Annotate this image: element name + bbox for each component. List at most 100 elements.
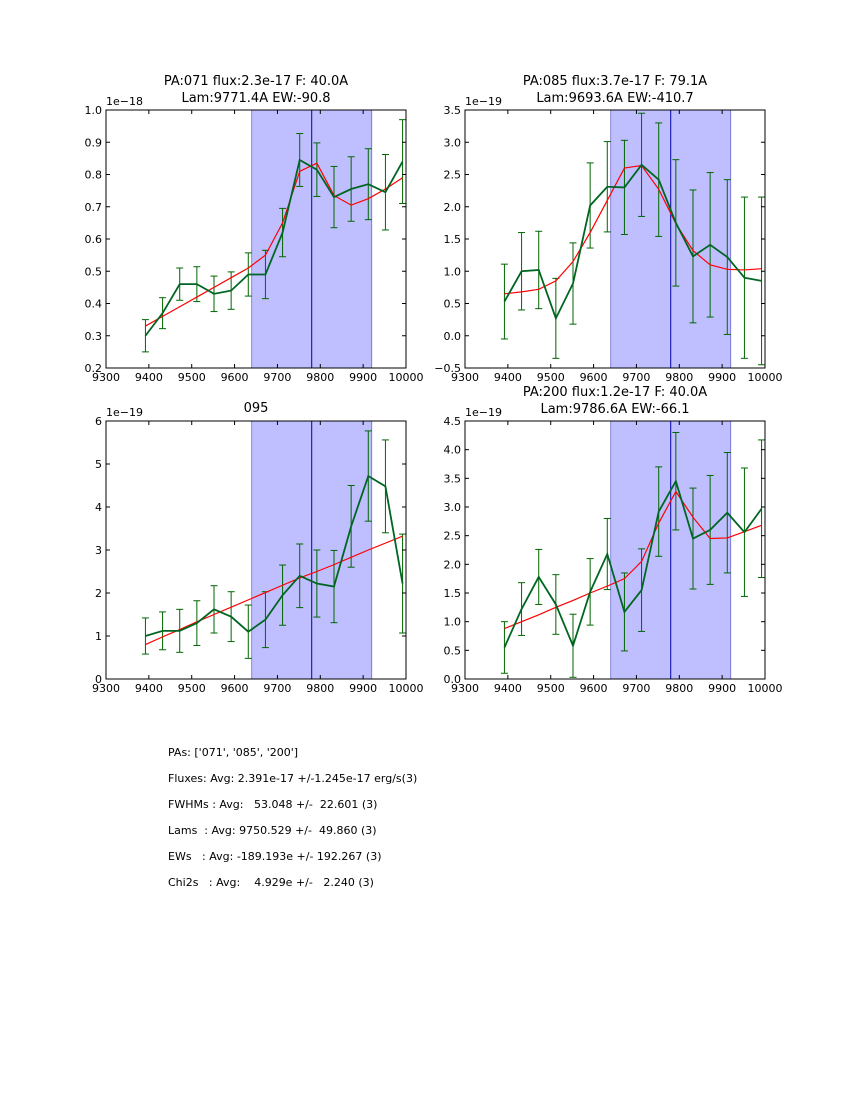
y-tick-label: 0.0: [444, 330, 462, 343]
subplot-pa085: 9300 9400 9500 9600 9700 9800 9900 10000 −0.5 0.0…: [434, 74, 782, 384]
y-tick-label: 0.5: [85, 265, 103, 278]
x-tick-label: 9700: [263, 682, 291, 695]
summary-fwhms: FWHMs : Avg: 53.048 +/- 22.601 (3): [168, 798, 378, 811]
plot-area: [500, 421, 765, 679]
x-tick-label: 9900: [708, 682, 736, 695]
y-tick-label: 0.2: [85, 362, 103, 375]
y-tick-label: 3.0: [444, 501, 462, 514]
axis-offset-label: 1e−19: [465, 406, 502, 419]
x-tick-label: 9700: [622, 371, 650, 384]
y-tick-label: 2.0: [444, 201, 462, 214]
model-line: [145, 162, 403, 327]
y-tick-label: 0.5: [444, 644, 462, 657]
x-tick-label: 10000: [389, 682, 424, 695]
y-tick-label: 1.0: [85, 104, 103, 117]
y-tick-label: 0.9: [85, 136, 103, 149]
y-tick-label: −0.5: [434, 362, 461, 375]
subplot-title: Lam:9786.6A EW:-66.1: [540, 402, 689, 417]
subplot-title: 095: [244, 401, 269, 416]
summary-fluxes: Fluxes: Avg: 2.391e-17 +/-1.245e-17 erg/…: [168, 772, 418, 785]
y-tick-label: 1.0: [444, 616, 462, 629]
y-tick-label: 6: [95, 415, 102, 428]
plot-area: [500, 110, 765, 368]
x-tick-label: 9900: [349, 371, 377, 384]
y-tick-label: 3.0: [444, 136, 462, 149]
x-tick-label: 9600: [221, 682, 249, 695]
subplot-title: Lam:9771.4A EW:-90.8: [181, 91, 330, 106]
y-tick-label: 0.5: [444, 298, 462, 311]
subplot-title: Lam:9693.6A EW:-410.7: [536, 91, 693, 106]
error-bar: [399, 533, 406, 634]
x-tick-label: 9400: [494, 682, 522, 695]
y-tick-label: 3.5: [444, 472, 462, 485]
model-line: [504, 164, 762, 295]
x-tick-label: 9300: [451, 682, 479, 695]
axis-offset-label: 1e−19: [465, 95, 502, 108]
x-tick-label: 9800: [306, 682, 334, 695]
y-tick-label: 1.5: [444, 233, 462, 246]
axis-offset-label: 1e−18: [106, 95, 143, 108]
x-tick-label: 9900: [708, 371, 736, 384]
y-tick-label: 4.0: [444, 444, 462, 457]
y-tick-label: 0.0: [444, 673, 462, 686]
subplot-title: PA:200 flux:1.2e-17 F: 40.0A: [523, 385, 707, 400]
x-tick-label: 9900: [349, 682, 377, 695]
axes-frame: [464, 420, 766, 680]
y-tick-label: 2.5: [444, 530, 462, 543]
y-tick-label: 3: [95, 544, 102, 557]
subplot-title: PA:071 flux:2.3e-17 F: 40.0A: [164, 74, 348, 89]
y-tick-label: 0.8: [85, 169, 103, 182]
x-tick-label: 10000: [748, 371, 783, 384]
x-tick-label: 9300: [92, 682, 120, 695]
data-line: [144, 158, 404, 337]
y-tick-label: 5: [95, 458, 102, 471]
summary-block: PAs: ['071', '085', '200'] Fluxes: Avg: …: [168, 746, 417, 902]
x-tick-label: 9500: [178, 371, 206, 384]
subplot-title: PA:085 flux:3.7e-17 F: 79.1A: [523, 74, 707, 89]
y-tick-label: 2.5: [444, 169, 462, 182]
x-tick-label: 9400: [135, 371, 163, 384]
model-line: [145, 535, 403, 646]
y-tick-label: 1.5: [444, 587, 462, 600]
x-tick-label: 9500: [537, 682, 565, 695]
plot-area: [141, 421, 406, 679]
x-tick-label: 9500: [537, 371, 565, 384]
x-tick-label: 9800: [665, 371, 693, 384]
x-tick-label: 9700: [622, 682, 650, 695]
x-tick-label: 9400: [494, 371, 522, 384]
summary-pas: PAs: ['071', '085', '200']: [168, 746, 299, 759]
data-line: [503, 478, 763, 649]
x-tick-label: 9300: [451, 371, 479, 384]
subplot-pa200: 9300 9400 9500 9600 9700 9800 9900 10000 0.0 0.5 1…: [444, 385, 783, 695]
y-tick-label: 4: [95, 501, 102, 514]
x-tick-label: 9600: [580, 371, 608, 384]
y-tick-label: 4.5: [444, 415, 462, 428]
x-tick-label: 9300: [92, 371, 120, 384]
x-tick-label: 9400: [135, 682, 163, 695]
y-tick-label: 0: [95, 673, 102, 686]
data-line: [503, 163, 762, 321]
model-line: [504, 490, 762, 630]
data-line: [145, 474, 404, 637]
x-tick-label: 9800: [306, 371, 334, 384]
y-tick-label: 0.3: [85, 330, 103, 343]
subplot-095: 9300 9400 9500 9600 9700 9800 9900 10000 0 1 2 3 4 5 6…: [92, 401, 424, 695]
y-tick-label: 2.0: [444, 558, 462, 571]
y-tick-label: 3.5: [444, 104, 462, 117]
y-tick-label: 0.6: [85, 233, 103, 246]
summary-chi2s: Chi2s : Avg: 4.929e +/- 2.240 (3): [168, 876, 374, 889]
x-tick-label: 9600: [221, 371, 249, 384]
x-tick-label: 10000: [389, 371, 424, 384]
y-tick-label: 1: [95, 630, 102, 643]
x-tick-label: 9800: [665, 682, 693, 695]
x-tick-label: 9600: [580, 682, 608, 695]
x-tick-label: 9700: [263, 371, 291, 384]
y-tick-label: 2: [95, 587, 102, 600]
axis-offset-label: 1e−19: [106, 406, 143, 419]
x-tick-label: 10000: [748, 682, 783, 695]
y-tick-label: 0.7: [85, 201, 103, 214]
subplot-pa071: 9300 9400 9500 9600 9700 9800 9900 10000 0.2 0.3 0…: [85, 74, 424, 384]
y-tick-label: 0.4: [85, 298, 103, 311]
y-tick-label: 1.0: [444, 265, 462, 278]
